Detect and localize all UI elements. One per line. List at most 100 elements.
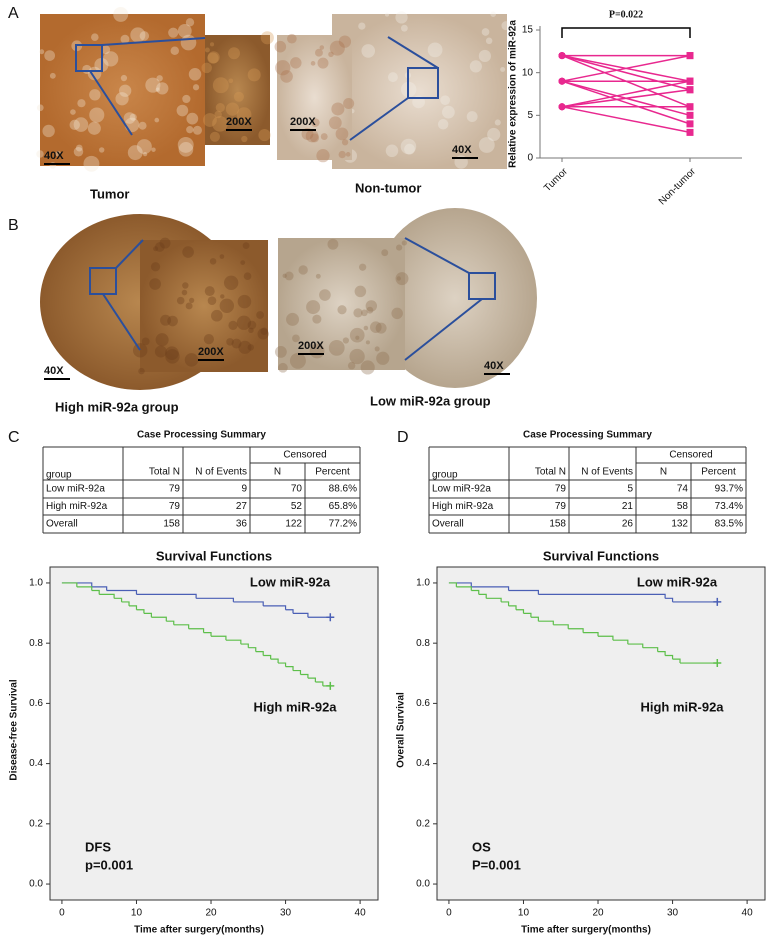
survival-step — [248, 647, 257, 652]
non-tumor-point — [686, 86, 694, 94]
tissue-texture — [188, 68, 202, 81]
tissue-texture — [301, 128, 314, 140]
tissue-texture — [238, 340, 252, 354]
survival-step — [448, 582, 457, 587]
tissue-texture — [212, 115, 228, 132]
survival-step — [516, 609, 525, 614]
tissue-texture — [260, 327, 268, 335]
tissue-texture — [381, 249, 389, 257]
x-tick-label: 0 — [446, 908, 452, 919]
tissue-texture — [256, 311, 264, 319]
pair-line — [561, 88, 691, 108]
zoom-arrow — [101, 37, 206, 46]
tissue-texture — [70, 109, 76, 115]
tumor-point — [558, 103, 566, 111]
tissue-texture — [89, 89, 101, 101]
tissue-texture — [185, 18, 195, 27]
non-tumor-point — [686, 52, 694, 60]
table-cell: 52 — [291, 501, 303, 512]
survival-step — [456, 586, 472, 591]
y-axis-label: Disease-free Survival — [9, 679, 20, 780]
tissue-texture — [103, 51, 119, 67]
tissue-texture — [181, 289, 188, 296]
x-tick-label: Tumor — [542, 166, 570, 194]
non-tumor-point — [686, 103, 694, 111]
table-cell: Overall — [432, 519, 464, 530]
table-cell: 79 — [169, 501, 181, 512]
tissue-texture — [192, 125, 202, 135]
tissue-texture — [487, 127, 501, 142]
tissue-texture — [156, 75, 163, 82]
tissue-texture — [278, 362, 288, 373]
tissue-texture — [237, 294, 252, 309]
table-cell: 36 — [236, 519, 248, 530]
zoom-arrow — [404, 237, 470, 274]
tissue-texture — [466, 111, 478, 123]
tissue-texture — [145, 77, 161, 93]
tissue-texture — [374, 346, 380, 352]
annotation: DFS — [85, 839, 111, 854]
tissue-texture — [485, 37, 493, 45]
tissue-texture — [400, 24, 408, 32]
survival-step — [136, 609, 145, 614]
zoom-arrow — [404, 298, 483, 361]
tissue-texture — [349, 327, 365, 343]
tissue-texture — [228, 320, 238, 330]
tissue-texture — [209, 258, 217, 265]
magnification: 200X — [198, 346, 224, 358]
zoom-arrow — [349, 97, 409, 141]
tissue-texture — [343, 97, 355, 110]
survival-step — [76, 586, 93, 591]
survival-step — [657, 651, 666, 656]
table-header: Total N — [535, 467, 566, 478]
tissue-texture — [342, 337, 350, 344]
table-cell: 83.5% — [715, 519, 743, 530]
tissue-texture — [69, 119, 80, 131]
censor-mark — [326, 613, 335, 622]
tissue-texture — [154, 345, 167, 358]
annotation: P=0.001 — [472, 857, 521, 872]
tissue-texture — [375, 322, 387, 334]
tissue-texture — [209, 131, 220, 142]
survival-step — [91, 586, 108, 591]
tissue-texture — [312, 314, 322, 324]
censor-mark — [326, 681, 335, 690]
tissue-texture — [363, 325, 369, 331]
y-tick-label: 1.0 — [29, 578, 43, 589]
survival-step — [471, 589, 480, 595]
tissue-texture — [219, 298, 235, 313]
table-cell: 79 — [555, 501, 567, 512]
tissue-texture — [203, 334, 214, 345]
survival-step — [225, 639, 242, 645]
tissue-texture — [36, 104, 44, 112]
censor-mark — [713, 597, 722, 606]
tissue-texture — [42, 124, 55, 138]
tissue-texture — [328, 116, 342, 130]
survival-step — [151, 616, 167, 622]
table-cell: 158 — [549, 519, 566, 530]
tissue-texture — [286, 312, 300, 326]
tissue-texture — [353, 308, 363, 318]
y-axis-label: Overall Survival — [396, 692, 407, 768]
survival-step — [233, 601, 264, 606]
y-tick-label: 0.6 — [29, 698, 43, 709]
tissue-texture — [228, 47, 241, 60]
tissue-texture — [494, 119, 501, 126]
chart-title: Survival Functions — [543, 548, 659, 563]
zoom-arrow — [115, 239, 144, 269]
survival-step — [255, 651, 264, 656]
tissue-texture — [141, 337, 150, 346]
tissue-texture — [290, 57, 302, 69]
x-tick-label: 20 — [205, 908, 217, 919]
tissue-texture — [160, 314, 172, 326]
table-title: Case Processing Summary — [523, 430, 652, 441]
tissue-texture — [186, 126, 194, 134]
tissue-texture — [401, 240, 407, 246]
tissue-texture — [119, 84, 132, 97]
significance-bracket — [561, 27, 691, 38]
y-tick-label: 0.4 — [29, 758, 43, 769]
tissue-texture — [315, 48, 323, 57]
tissue-texture — [376, 351, 390, 365]
tissue-texture — [355, 335, 360, 340]
tissue-texture — [142, 152, 148, 157]
